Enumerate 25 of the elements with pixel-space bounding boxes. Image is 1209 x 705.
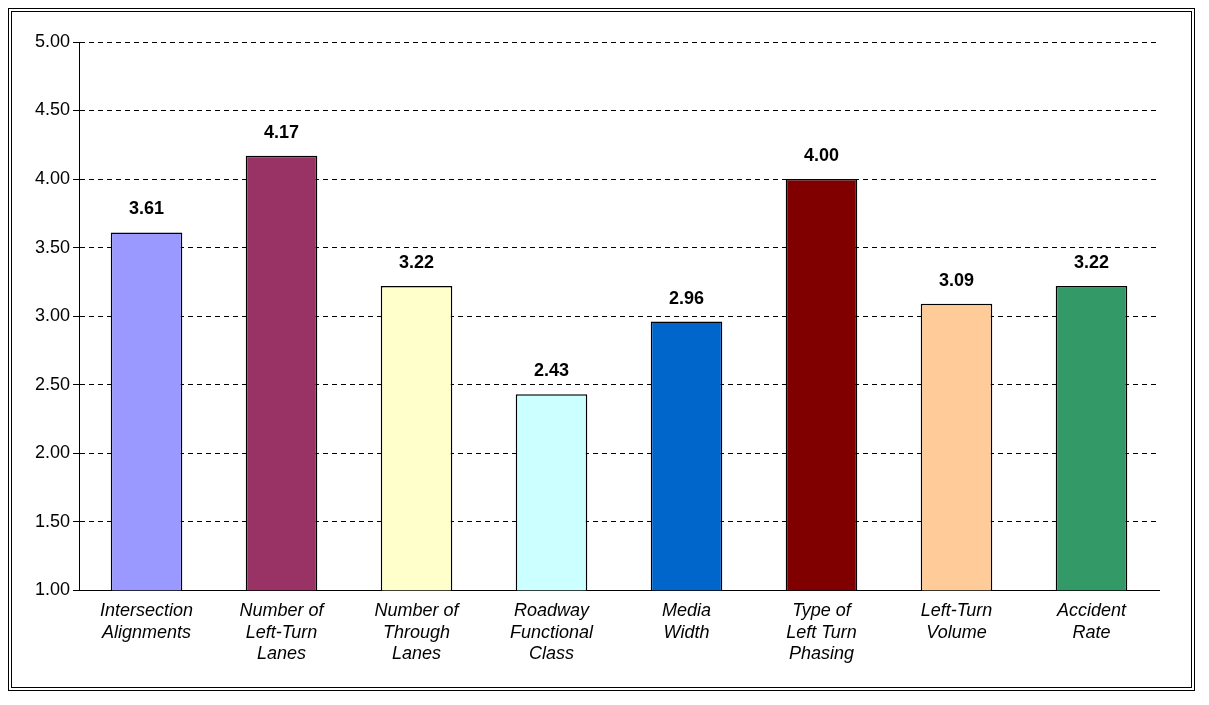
x-tick-label: Number of Left-Turn Lanes	[239, 600, 326, 664]
data-label: 4.17	[264, 121, 300, 142]
y-tick-label: 4.00	[34, 168, 71, 189]
data-label: 3.22	[1073, 251, 1110, 272]
x-tick-label: Number of Through Lanes	[374, 600, 461, 664]
y-tick-label: 3.50	[34, 236, 71, 257]
data-label: 2.96	[668, 287, 705, 308]
y-tick-label: 1.00	[34, 579, 71, 600]
x-tick-label: Roadway Functional Class	[509, 600, 595, 664]
x-tick-label: Type of Left Turn Phasing	[786, 600, 857, 664]
y-tick-label: 1.50	[34, 510, 71, 531]
y-tick-label: 3.00	[34, 305, 71, 326]
y-tick-label: 5.00	[34, 30, 71, 51]
x-tick-label: Media Width	[662, 600, 712, 642]
data-label: 3.61	[129, 198, 165, 219]
x-tick-label: Accident Rate	[1055, 600, 1128, 642]
data-label: 3.09	[938, 269, 975, 290]
y-tick-label: 4.50	[34, 99, 71, 120]
x-tick-label: Intersection Alignments	[100, 600, 194, 642]
data-label: 3.22	[399, 251, 435, 272]
y-tick-label: 2.50	[34, 373, 71, 394]
data-label: 4.00	[803, 145, 840, 166]
data-label: 2.43	[534, 360, 570, 381]
y-tick-label: 2.00	[34, 442, 71, 463]
x-tick-label: Left-Turn Volume	[920, 600, 993, 642]
